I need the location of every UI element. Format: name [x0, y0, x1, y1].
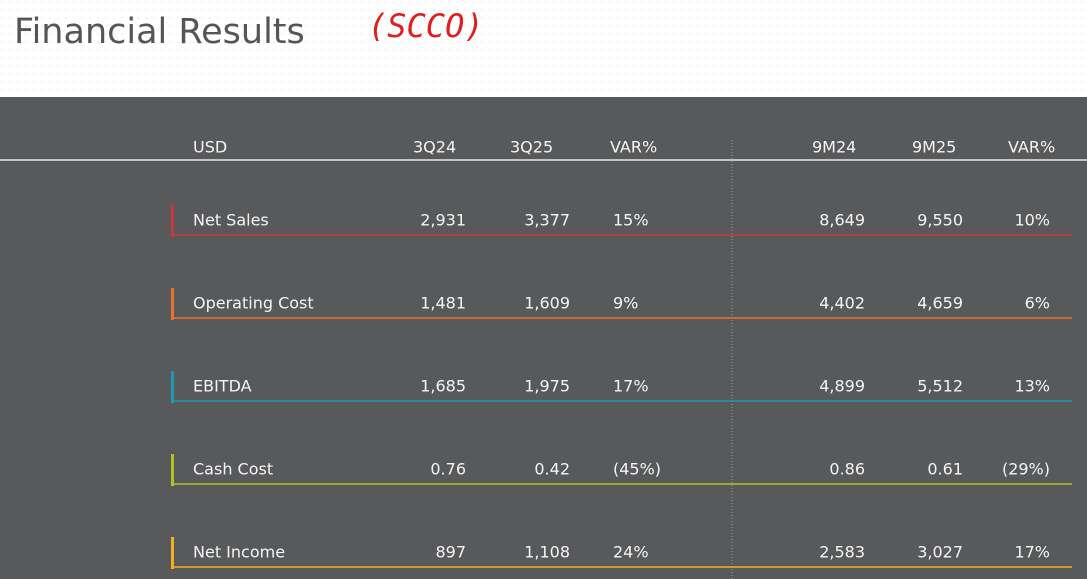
row-label: Cash Cost — [193, 460, 273, 479]
row-label: Net Sales — [193, 211, 269, 230]
handwritten-annotation: (SCCO) — [368, 7, 484, 45]
cell-value: 6% — [1025, 294, 1050, 313]
cell-value: 2,931 — [420, 211, 466, 230]
row-marker — [171, 537, 174, 569]
column-header: 3Q25 — [510, 138, 553, 157]
cell-value: 17% — [1014, 543, 1050, 562]
column-header: VAR% — [1008, 138, 1055, 157]
cell-value: 24% — [613, 543, 649, 562]
cell-value: 1,975 — [524, 377, 570, 396]
cell-value: 2,583 — [819, 543, 865, 562]
cell-value: (45%) — [613, 460, 661, 479]
row-marker — [171, 454, 174, 486]
cell-value: 1,609 — [524, 294, 570, 313]
row-label: Operating Cost — [193, 294, 314, 313]
cell-value: 5,512 — [917, 377, 963, 396]
cell-value: 1,685 — [420, 377, 466, 396]
table: USD 3Q24 3Q25 VAR% 9M24 9M25 VAR% Net Sales 2,93… — [171, 138, 1072, 569]
cell-value: 9,550 — [917, 211, 963, 230]
row-label: Net Income — [193, 543, 285, 562]
column-header: 9M25 — [912, 138, 956, 157]
top-pattern — [0, 0, 1087, 97]
row-marker — [171, 205, 174, 237]
title: Financial Results — [14, 12, 305, 52]
panel — [0, 97, 1087, 579]
cell-value: 4,899 — [819, 377, 865, 396]
cell-value: 10% — [1014, 211, 1050, 230]
row-marker — [171, 288, 174, 320]
cell-value: 0.42 — [534, 460, 570, 479]
cell-value: 3,377 — [524, 211, 570, 230]
column-header: 3Q24 — [413, 138, 456, 157]
cell-value: 15% — [613, 211, 649, 230]
cell-value: 17% — [613, 377, 649, 396]
cell-value: 897 — [435, 543, 466, 562]
column-header: USD — [193, 138, 227, 157]
cell-value: 0.76 — [430, 460, 466, 479]
cell-value: 0.86 — [829, 460, 865, 479]
cell-value: (29%) — [1002, 460, 1050, 479]
row-marker — [171, 371, 174, 403]
cell-value: 4,659 — [917, 294, 963, 313]
row-label: EBITDA — [193, 377, 252, 396]
cell-value: 13% — [1014, 377, 1050, 396]
column-header: VAR% — [610, 138, 657, 157]
cell-value: 1,108 — [524, 543, 570, 562]
cell-value: 1,481 — [420, 294, 466, 313]
cell-value: 3,027 — [917, 543, 963, 562]
cell-value: 4,402 — [819, 294, 865, 313]
cell-value: 9% — [613, 294, 638, 313]
cell-value: 8,649 — [819, 211, 865, 230]
cell-value: 0.61 — [927, 460, 963, 479]
column-header: 9M24 — [812, 138, 856, 157]
